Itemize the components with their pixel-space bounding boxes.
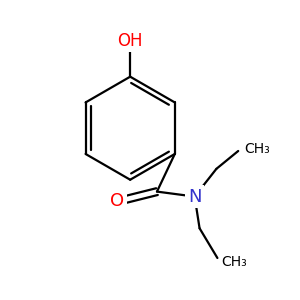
Text: CH₃: CH₃ xyxy=(221,255,247,269)
Text: CH₃: CH₃ xyxy=(244,142,270,156)
Text: N: N xyxy=(188,188,201,206)
Text: O: O xyxy=(110,191,124,209)
Text: OH: OH xyxy=(117,32,143,50)
